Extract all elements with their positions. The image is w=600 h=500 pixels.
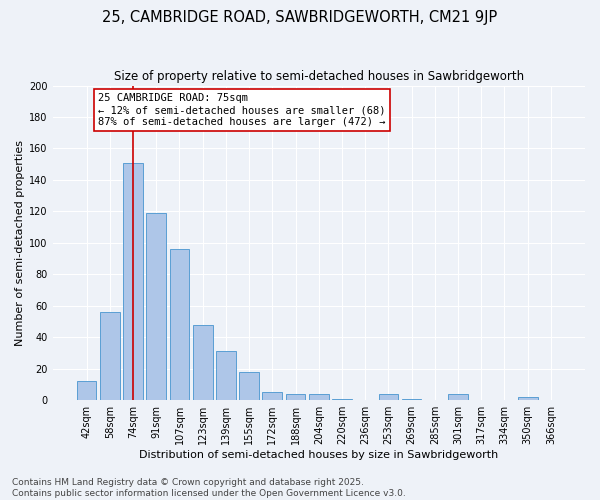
Bar [309, 394, 329, 400]
Bar [77, 382, 97, 400]
Text: Contains HM Land Registry data © Crown copyright and database right 2025.
Contai: Contains HM Land Registry data © Crown c… [12, 478, 406, 498]
X-axis label: Distribution of semi-detached houses by size in Sawbridgeworth: Distribution of semi-detached houses by … [139, 450, 499, 460]
Bar [448, 394, 468, 400]
Bar [286, 394, 305, 400]
Text: 25, CAMBRIDGE ROAD, SAWBRIDGEWORTH, CM21 9JP: 25, CAMBRIDGE ROAD, SAWBRIDGEWORTH, CM21… [103, 10, 497, 25]
Bar [239, 372, 259, 400]
Bar [518, 397, 538, 400]
Bar [379, 394, 398, 400]
Bar [100, 312, 119, 400]
Y-axis label: Number of semi-detached properties: Number of semi-detached properties [15, 140, 25, 346]
Bar [216, 352, 236, 400]
Bar [123, 162, 143, 400]
Bar [146, 213, 166, 400]
Bar [332, 398, 352, 400]
Bar [262, 392, 282, 400]
Bar [193, 324, 212, 400]
Text: 25 CAMBRIDGE ROAD: 75sqm
← 12% of semi-detached houses are smaller (68)
87% of s: 25 CAMBRIDGE ROAD: 75sqm ← 12% of semi-d… [98, 94, 386, 126]
Title: Size of property relative to semi-detached houses in Sawbridgeworth: Size of property relative to semi-detach… [114, 70, 524, 83]
Bar [402, 398, 421, 400]
Bar [170, 249, 190, 400]
